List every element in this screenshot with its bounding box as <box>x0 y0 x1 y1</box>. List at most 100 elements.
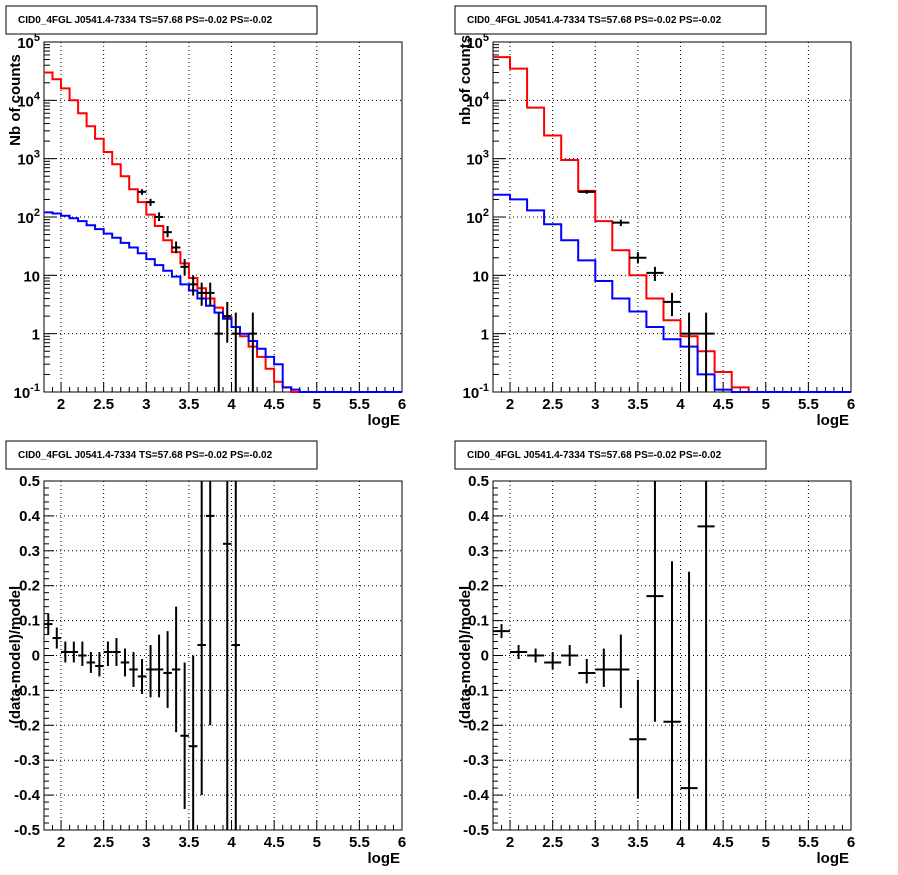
model-histogram-1 <box>44 71 402 393</box>
data-point <box>180 259 189 276</box>
x-tick-label: 2.5 <box>542 834 563 851</box>
data-point <box>103 641 113 666</box>
data-point <box>171 606 181 733</box>
data-point <box>544 652 562 670</box>
data-point <box>493 624 511 639</box>
x-tick-label: 3.5 <box>178 834 199 851</box>
y-tick-label: -0.4 <box>14 787 41 804</box>
data-point <box>527 648 545 663</box>
x-tick-label: 5 <box>313 396 321 413</box>
data-point <box>629 679 647 799</box>
x-tick-label: 4 <box>676 834 685 851</box>
chart-panel-2: CID0_4FGL J0541.4-7334 TS=57.68 PS=-0.02… <box>454 5 855 429</box>
y-tick-label: -0.2 <box>14 717 40 734</box>
data-point <box>578 190 596 194</box>
data-point <box>154 634 164 698</box>
chart-panel-4: CID0_4FGL J0541.4-7334 TS=57.68 PS=-0.02… <box>454 440 855 867</box>
y-tick-label: 0.1 <box>19 613 40 630</box>
x-tick-label: 4 <box>227 834 236 851</box>
x-tick-label: 4.5 <box>264 396 285 413</box>
chart-panel-1: CID0_4FGL J0541.4-7334 TS=57.68 PS=-0.02… <box>5 5 406 429</box>
data-point <box>86 652 96 673</box>
x-tick-label: 2 <box>506 396 514 413</box>
y-tick-label: 0.3 <box>19 543 40 560</box>
data-point <box>197 481 206 796</box>
y-tick-label: -0.1 <box>463 682 489 699</box>
model-histogram-2 <box>493 193 851 393</box>
data-point <box>137 189 147 195</box>
x-tick-label: 3 <box>142 834 150 851</box>
data-point <box>223 301 232 343</box>
x-tick-label: 4.5 <box>713 396 734 413</box>
model-histogram-2 <box>44 211 402 393</box>
data-point <box>171 241 181 254</box>
y-tick-label: 10-1 <box>463 382 489 402</box>
data-point <box>680 571 698 830</box>
y-axis-label: Nb of counts <box>7 54 24 146</box>
data-point <box>612 634 630 708</box>
chart-title-box <box>454 5 767 35</box>
chart-title: CID0_4FGL J0541.4-7334 TS=57.68 PS=-0.02… <box>18 450 273 461</box>
x-tick-label: 3 <box>591 834 599 851</box>
x-tick-label: 6 <box>847 834 855 851</box>
chart-panel-3: CID0_4FGL J0541.4-7334 TS=57.68 PS=-0.02… <box>5 440 406 867</box>
x-tick-label: 4.5 <box>713 834 734 851</box>
data-point <box>78 641 87 666</box>
x-tick-label: 2 <box>506 834 514 851</box>
data-point <box>223 481 232 830</box>
data-point <box>646 481 664 722</box>
y-tick-label: 10 <box>472 268 489 285</box>
y-axis-label: nb of counts <box>457 35 474 125</box>
data-point <box>231 312 241 392</box>
y-tick-label: 0 <box>481 648 489 665</box>
x-tick-label: 4 <box>227 396 236 413</box>
data-point <box>629 252 647 264</box>
data-point <box>561 645 579 666</box>
y-tick-label: 1 <box>32 327 40 344</box>
x-tick-label: 5.5 <box>798 396 819 413</box>
x-tick-label: 5.5 <box>349 834 370 851</box>
data-point <box>231 481 241 830</box>
x-tick-label: 5 <box>762 834 770 851</box>
y-tick-label: -0.1 <box>14 682 40 699</box>
x-tick-label: 6 <box>398 396 406 413</box>
y-axis-label: (data-model)/model <box>7 586 24 724</box>
data-point <box>205 481 215 726</box>
x-axis-label: logE <box>368 850 401 867</box>
y-tick-label: 0.3 <box>468 543 489 560</box>
x-tick-label: 3 <box>142 396 150 413</box>
y-tick-label: -0.5 <box>463 822 489 839</box>
x-tick-label: 3.5 <box>178 396 199 413</box>
x-tick-label: 5.5 <box>798 834 819 851</box>
data-point <box>205 282 215 306</box>
y-tick-label: 0.2 <box>468 578 489 595</box>
y-tick-label: -0.3 <box>14 752 40 769</box>
data-point <box>697 312 715 392</box>
y-tick-label: 0.5 <box>19 473 40 490</box>
y-tick-label: 1 <box>481 327 489 344</box>
data-point <box>680 312 698 392</box>
data-point <box>248 312 258 392</box>
data-point <box>146 198 155 206</box>
y-tick-label: 103 <box>466 149 489 169</box>
chart-title-box <box>5 5 318 35</box>
data-point <box>69 641 79 663</box>
data-point <box>697 481 715 830</box>
y-tick-label: 104 <box>17 90 41 110</box>
y-tick-label: 105 <box>466 32 489 52</box>
y-tick-label: 10-1 <box>14 382 40 402</box>
data-point <box>612 219 630 227</box>
x-tick-label: 3.5 <box>627 834 648 851</box>
y-tick-label: -0.3 <box>463 752 489 769</box>
y-tick-label: 0.4 <box>468 508 490 525</box>
y-tick-label: 104 <box>466 90 490 110</box>
data-point <box>214 312 223 392</box>
y-tick-label: 10 <box>23 268 40 285</box>
data-point <box>163 631 172 708</box>
chart-title-box <box>5 440 318 470</box>
x-tick-label: 4.5 <box>264 834 285 851</box>
x-tick-label: 3 <box>591 396 599 413</box>
data-point <box>646 266 664 281</box>
data-point <box>180 662 189 810</box>
